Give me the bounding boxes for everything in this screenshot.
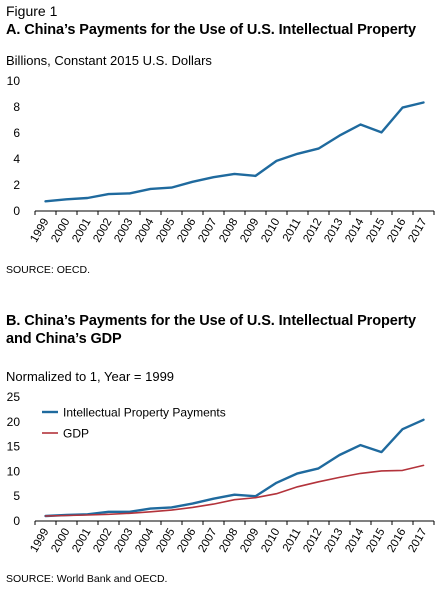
chart-a-x-tick-label: 2016 bbox=[385, 217, 408, 245]
chart-a-x-tick-label: 2005 bbox=[154, 217, 177, 245]
chart-b-x-tick-label: 2012 bbox=[301, 527, 324, 555]
chart-b-x-tick-label: 2014 bbox=[343, 526, 366, 555]
chart-b-x-tick-label: 2001 bbox=[70, 527, 93, 555]
chart-a-x-tick-label: 2010 bbox=[259, 217, 282, 245]
chart-b-x-tick-label: 1999 bbox=[28, 527, 51, 555]
chart-b-x-tick-label: 2006 bbox=[175, 527, 198, 555]
chart-a-y-tick-label: 8 bbox=[13, 100, 20, 114]
panel-a-title: A. China’s Payments for the Use of U.S. … bbox=[6, 22, 416, 38]
chart-b-x-tick-label: 2010 bbox=[259, 527, 282, 555]
chart-a-y-tick-label: 10 bbox=[7, 74, 21, 88]
chart-b-y-tick-label: 0 bbox=[13, 514, 20, 528]
chart-b-series-line-2 bbox=[44, 464, 425, 517]
chart-a-x-tick-label: 2012 bbox=[301, 217, 324, 245]
chart-b-y-tick-label: 15 bbox=[7, 440, 21, 454]
chart-a-x-tick-label: 2017 bbox=[406, 217, 429, 245]
chart-b-x-tick-label: 2013 bbox=[322, 527, 345, 555]
chart-b-x-tick-label: 2002 bbox=[91, 527, 114, 555]
chart-a-x-tick-label: 2004 bbox=[133, 216, 156, 245]
chart-b-x-tick-label: 2000 bbox=[49, 527, 72, 555]
chart-a-x-tick-label: 2008 bbox=[217, 217, 240, 245]
figure-label: Figure 1 bbox=[6, 3, 58, 19]
chart-a-x-tick-label: 2001 bbox=[70, 217, 93, 245]
chart-b-legend-label: GDP bbox=[63, 427, 89, 441]
chart-b-y-tick-label: 20 bbox=[7, 415, 21, 429]
chart-a-x-tick-label: 2011 bbox=[281, 217, 304, 244]
chart-b-x-tick-label: 2015 bbox=[364, 527, 387, 555]
chart-b-y-tick-label: 5 bbox=[13, 489, 20, 503]
chart-b-x-tick-label: 2017 bbox=[406, 527, 429, 555]
panel-b-source: SOURCE: World Bank and OECD. bbox=[6, 573, 168, 585]
chart-a-x-tick-label: 2014 bbox=[343, 216, 366, 245]
chart-a-x-tick-label: 2002 bbox=[91, 217, 114, 245]
panel-b-title-line2: and China’s GDP bbox=[6, 331, 122, 347]
chart-a-series-line-1 bbox=[44, 101, 425, 203]
chart-b-y-tick-label: 10 bbox=[7, 464, 21, 478]
chart-a-x-tick-label: 2009 bbox=[238, 217, 261, 245]
chart-a-x-tick-label: 2003 bbox=[112, 217, 135, 245]
chart-b-x-tick-label: 2009 bbox=[238, 527, 261, 555]
panel-a-source: SOURCE: OECD. bbox=[6, 264, 91, 276]
chart-a-x-tick-label: 1999 bbox=[28, 217, 51, 245]
chart-b-x-tick-label: 2005 bbox=[154, 527, 177, 555]
chart-b-y-tick-label: 25 bbox=[7, 390, 21, 404]
chart-a-y-tick-label: 4 bbox=[13, 152, 20, 166]
chart-a-x-tick-label: 2015 bbox=[364, 217, 387, 245]
chart-b-series-line-1 bbox=[44, 418, 425, 518]
chart-a-x-tick-label: 2013 bbox=[322, 217, 345, 245]
chart-a-y-tick-label: 0 bbox=[13, 204, 20, 218]
chart-b-x-tick-label: 2007 bbox=[196, 527, 219, 555]
chart-b-x-tick-label: 2011 bbox=[281, 527, 304, 554]
chart-a-y-tick-label: 6 bbox=[13, 126, 20, 140]
chart-b-x-tick-label: 2008 bbox=[217, 527, 240, 555]
panel-b-subtitle: Normalized to 1, Year = 1999 bbox=[6, 369, 175, 384]
panel-a-subtitle: Billions, Constant 2015 U.S. Dollars bbox=[6, 53, 212, 68]
chart-b-legend-label: Intellectual Property Payments bbox=[63, 406, 226, 420]
chart-a-y-tick-label: 2 bbox=[13, 178, 20, 192]
chart-a-x-tick-label: 2000 bbox=[49, 217, 72, 245]
chart-a-x-tick-label: 2006 bbox=[175, 217, 198, 245]
chart-b-x-tick-label: 2003 bbox=[112, 527, 135, 555]
panel-b-title-line1: B. China’s Payments for the Use of U.S. … bbox=[6, 313, 416, 329]
chart-b-x-tick-label: 2004 bbox=[133, 526, 156, 555]
chart-b-x-tick-label: 2016 bbox=[385, 527, 408, 555]
chart-a-x-tick-label: 2007 bbox=[196, 217, 219, 245]
